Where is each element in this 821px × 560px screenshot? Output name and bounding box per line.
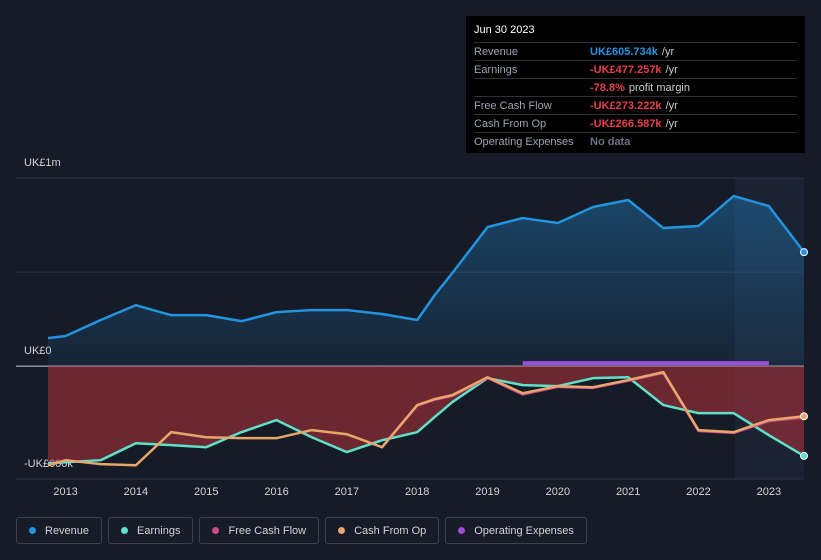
- tooltip-label: Earnings: [474, 63, 518, 76]
- x-tick-label: 2015: [194, 486, 218, 498]
- tooltip-value: -78.8%: [590, 81, 625, 94]
- tooltip-row: Revenue UK£605.734k/yr: [474, 42, 797, 60]
- end-point: [800, 412, 808, 421]
- line: [47, 370, 805, 467]
- x-tick-label: 2019: [475, 486, 499, 498]
- tooltip-value: -UK£477.257k: [590, 63, 662, 76]
- tooltip-value: -UK£273.222k: [590, 99, 662, 112]
- tooltip-value: No data: [590, 135, 631, 148]
- tooltip-date: Jun 30 2023: [474, 24, 535, 36]
- legend-dot: [121, 527, 129, 534]
- x-tick-label: 2022: [686, 486, 710, 498]
- tooltip-value: -UK£266.587k: [590, 117, 662, 130]
- tooltip-row: Free Cash Flow -UK£273.222k/yr: [474, 96, 797, 114]
- y-tick-label: UK£0: [24, 345, 52, 357]
- tooltip-label: Free Cash Flow: [474, 99, 552, 112]
- tooltip-unit: /yr: [665, 117, 678, 130]
- tooltip-label: Cash From Op: [474, 117, 547, 130]
- tooltip-value: UK£605.734k: [590, 45, 658, 58]
- legend-label: Revenue: [45, 524, 90, 537]
- legend-item[interactable]: Earnings: [108, 517, 194, 544]
- legend-item[interactable]: Free Cash Flow: [199, 517, 320, 544]
- end-point: [800, 248, 808, 257]
- tooltip-row: -78.8% profit margin: [474, 78, 797, 96]
- legend-label: Free Cash Flow: [228, 524, 307, 537]
- tooltip-label: Revenue: [474, 45, 519, 58]
- x-tick-label: 2020: [546, 486, 570, 498]
- legend-label: Cash From Op: [354, 524, 427, 537]
- tooltip-unit: /yr: [661, 45, 675, 58]
- legend-item[interactable]: Cash From Op: [325, 517, 440, 544]
- x-tick-label: 2016: [264, 486, 288, 498]
- area: [48, 366, 804, 464]
- legend-item[interactable]: Operating Expenses: [445, 517, 587, 544]
- legend-dot: [29, 527, 36, 534]
- tooltip-row: Earnings -UK£477.257k/yr: [474, 60, 797, 78]
- tooltip-label: Operating Expenses: [474, 135, 574, 148]
- line: [47, 375, 805, 465]
- area: [48, 196, 804, 367]
- x-tick-label: 2018: [405, 486, 429, 498]
- legend: Revenue Earnings Free Cash Flow Cash From O…: [16, 517, 587, 544]
- legend-item[interactable]: Revenue: [16, 517, 103, 544]
- tooltip-unit: /yr: [665, 63, 678, 76]
- line: [47, 194, 805, 340]
- end-point: [800, 451, 808, 460]
- tooltip-row: Operating Expenses No data: [474, 132, 797, 150]
- x-tick-label: 2017: [335, 486, 359, 498]
- legend-dot: [338, 527, 346, 534]
- legend-label: Operating Expenses: [474, 524, 574, 537]
- tooltip-row: Cash From Op -UK£266.587k/yr: [474, 114, 797, 132]
- x-tick-label: 2013: [53, 486, 77, 498]
- x-tick-label: 2014: [124, 486, 148, 498]
- legend-dot: [458, 527, 466, 534]
- y-tick-label: UK£1m: [24, 157, 61, 169]
- tooltip-unit: profit margin: [628, 81, 690, 94]
- x-tick-label: 2023: [757, 486, 781, 498]
- legend-dot: [212, 527, 220, 534]
- tooltip-unit: /yr: [665, 99, 678, 112]
- tooltip: Jun 30 2023 Revenue UK£605.734k/yr Earning…: [466, 16, 805, 153]
- legend-label: Earnings: [137, 524, 181, 537]
- x-tick-label: 2021: [616, 486, 640, 498]
